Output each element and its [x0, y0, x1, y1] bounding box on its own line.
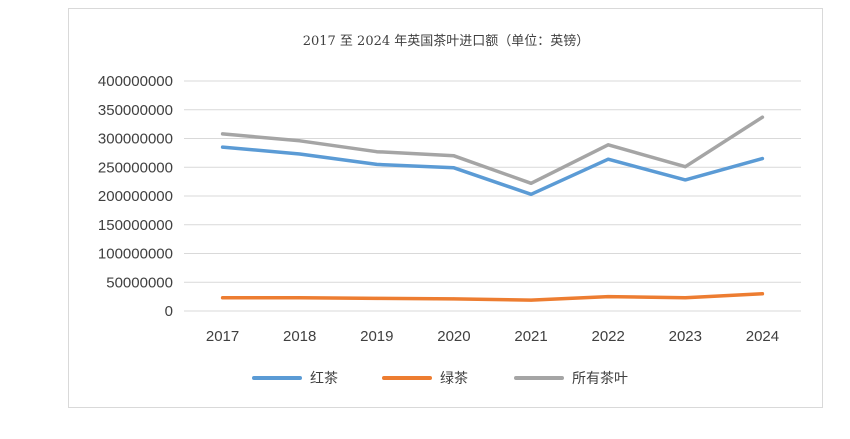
y-tick-label: 300000000 — [98, 131, 173, 148]
legend-label: 绿茶 — [440, 371, 468, 387]
data-point — [375, 296, 379, 300]
chart-title: 2017 至 2024 年英国茶叶进口额（单位：英镑） — [303, 33, 590, 49]
x-tick-label: 2018 — [283, 328, 316, 345]
data-point — [221, 132, 225, 136]
series-line-1 — [220, 145, 765, 197]
data-point — [683, 178, 687, 182]
data-point — [606, 295, 610, 299]
legend-label: 所有茶叶 — [572, 371, 628, 387]
data-point — [452, 166, 456, 170]
data-point — [529, 298, 533, 302]
y-tick-label: 100000000 — [98, 246, 173, 263]
y-tick-label: 150000000 — [98, 217, 173, 234]
grid-lines — [184, 80, 801, 312]
data-point — [452, 297, 456, 301]
y-tick-label: 50000000 — [106, 274, 173, 291]
x-tick-label: 2021 — [514, 328, 547, 345]
y-tick-label: 400000000 — [98, 73, 173, 90]
y-tick-label: 250000000 — [98, 159, 173, 176]
x-tick-label: 2017 — [206, 328, 239, 345]
data-point — [375, 150, 379, 154]
series-line-3 — [220, 115, 765, 186]
data-point — [221, 296, 225, 300]
x-tick-label: 2022 — [592, 328, 625, 345]
data-point — [452, 154, 456, 158]
x-tick-label: 2023 — [669, 328, 702, 345]
legend-item[interactable]: 红茶 — [252, 371, 338, 387]
data-point — [606, 157, 610, 161]
chart-frame: 2017 至 2024 年英国茶叶进口额（单位：英镑） 0 50000000 100… — [68, 8, 823, 408]
x-axis-ticks: 2017 2018 2019 2020 2021 2022 2023 2024 — [206, 328, 779, 345]
data-point — [683, 165, 687, 169]
data-point — [221, 145, 225, 149]
line-chart: 2017 至 2024 年英国茶叶进口额（单位：英镑） 0 50000000 100… — [98, 33, 801, 387]
x-tick-label: 2020 — [437, 328, 470, 345]
data-point — [298, 152, 302, 156]
data-point — [529, 181, 533, 185]
data-point — [606, 143, 610, 147]
y-tick-label: 200000000 — [98, 188, 173, 205]
data-point — [760, 292, 764, 296]
data-point — [760, 115, 764, 119]
y-tick-label: 0 — [165, 303, 173, 320]
data-point — [529, 192, 533, 196]
x-tick-label: 2024 — [746, 328, 779, 345]
legend-item[interactable]: 绿茶 — [382, 371, 468, 387]
data-point — [375, 162, 379, 166]
data-point — [298, 139, 302, 143]
y-tick-label: 350000000 — [98, 102, 173, 119]
data-point — [298, 296, 302, 300]
series-line-2 — [220, 292, 765, 302]
data-point — [683, 296, 687, 300]
series-lines — [220, 115, 765, 302]
legend: 红茶 绿茶 所有茶叶 — [252, 371, 628, 387]
legend-label: 红茶 — [310, 371, 338, 387]
legend-item[interactable]: 所有茶叶 — [514, 371, 628, 387]
x-tick-label: 2019 — [360, 328, 393, 345]
y-axis-ticks: 0 50000000 100000000 150000000 200000000 2500… — [98, 73, 173, 320]
data-point — [760, 157, 764, 161]
